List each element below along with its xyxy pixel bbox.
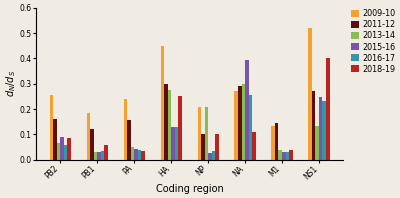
Bar	[289, 150, 292, 160]
Bar	[316, 126, 319, 160]
Bar	[67, 138, 71, 160]
Bar	[50, 95, 53, 160]
Bar	[312, 91, 316, 160]
Bar	[286, 152, 289, 160]
Bar	[275, 123, 278, 160]
Bar	[234, 91, 238, 160]
Bar	[94, 152, 97, 160]
Bar	[141, 151, 145, 160]
Bar	[178, 96, 182, 160]
Bar	[208, 153, 212, 160]
Bar	[57, 143, 60, 160]
Bar	[104, 145, 108, 160]
Bar	[215, 134, 218, 160]
Bar	[124, 99, 127, 160]
Bar	[164, 84, 168, 160]
Legend: 2009-10, 2011-12, 2013-14, 2015-16, 2016-17, 2018-19: 2009-10, 2011-12, 2013-14, 2015-16, 2016…	[351, 9, 396, 74]
Bar	[322, 101, 326, 160]
Bar	[326, 58, 330, 160]
Bar	[101, 151, 104, 160]
Bar	[248, 95, 252, 160]
Y-axis label: $d_N/d_S$: $d_N/d_S$	[4, 70, 18, 97]
Bar	[60, 137, 64, 160]
Bar	[308, 28, 312, 160]
Bar	[252, 132, 256, 160]
Bar	[198, 107, 201, 160]
Bar	[87, 113, 90, 160]
Bar	[134, 149, 138, 160]
Bar	[204, 107, 208, 160]
Bar	[238, 86, 242, 160]
Bar	[278, 150, 282, 160]
Bar	[245, 60, 248, 160]
Bar	[171, 127, 174, 160]
Bar	[242, 84, 245, 160]
Bar	[282, 152, 286, 160]
Bar	[131, 147, 134, 160]
Bar	[174, 127, 178, 160]
X-axis label: Coding region: Coding region	[156, 184, 224, 194]
Bar	[90, 129, 94, 160]
Bar	[97, 152, 101, 160]
Bar	[160, 46, 164, 160]
Bar	[138, 150, 141, 160]
Bar	[201, 134, 204, 160]
Bar	[53, 119, 57, 160]
Bar	[127, 120, 131, 160]
Bar	[272, 126, 275, 160]
Bar	[319, 97, 322, 160]
Bar	[212, 151, 215, 160]
Bar	[64, 145, 67, 160]
Bar	[168, 90, 171, 160]
